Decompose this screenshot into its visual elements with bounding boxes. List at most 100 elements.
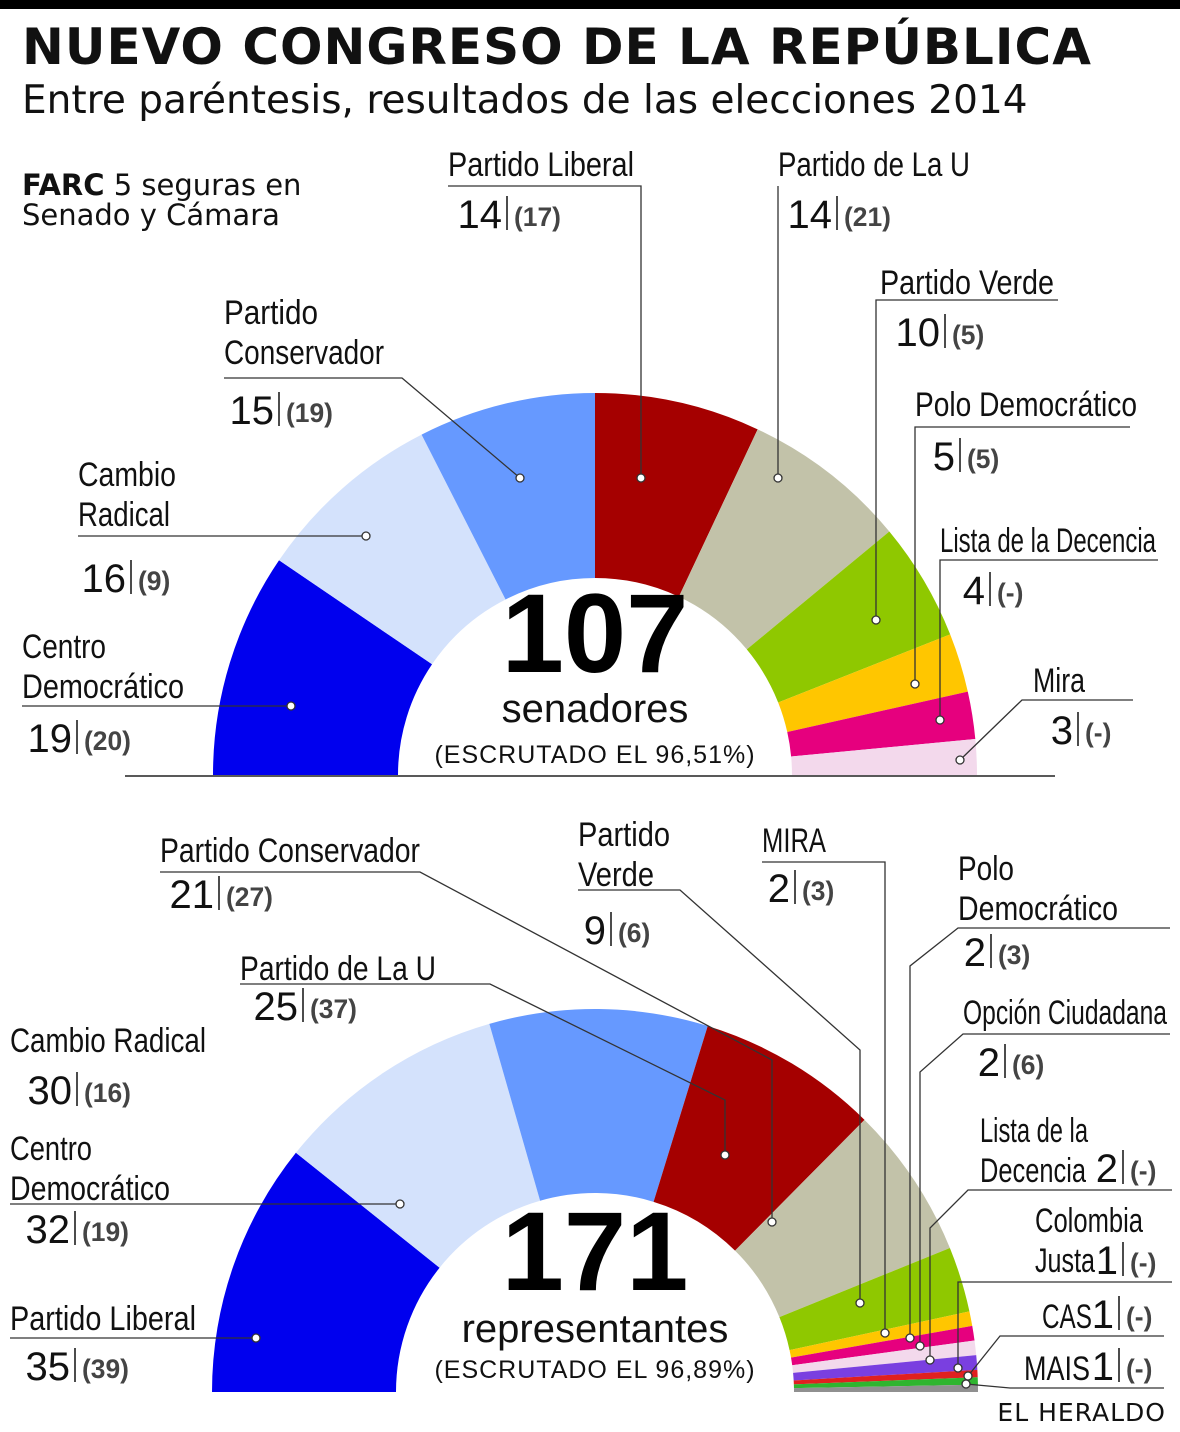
house-previous-partido-de-la-u: (37) bbox=[310, 994, 357, 1024]
senate-label-partido-verde: Partido Verde 10 (5) bbox=[871, 264, 1058, 625]
senate-name-centro-democratico: Democrático bbox=[22, 668, 184, 706]
house-previous-lista-de-la-decencia: (-) bbox=[1130, 1156, 1156, 1186]
house-leader-lista-de-la-decencia bbox=[929, 1189, 1172, 1360]
senate-value-cambio-radical: 16 bbox=[82, 557, 127, 601]
senate-previous-mira: (-) bbox=[1085, 718, 1111, 748]
house-slice-partido-conservador bbox=[735, 1119, 950, 1318]
senate-slice-cambio-radical bbox=[279, 434, 506, 665]
house-value-cas: 1 bbox=[1092, 1293, 1114, 1337]
house-name-colombia-justa: Justa bbox=[1035, 1242, 1095, 1280]
house-dot-centro-democratico bbox=[395, 1199, 405, 1209]
senate-value-mira: 3 bbox=[1051, 709, 1073, 753]
house-value-colombia-justa: 1 bbox=[1096, 1239, 1118, 1283]
senate-dot-polo-democratico bbox=[910, 679, 920, 689]
senate-label-lista-de-la-decencia: Lista de la Decencia 4 (-) bbox=[935, 522, 1158, 725]
house-leader-partido-de-la-u bbox=[240, 983, 726, 1155]
house-dot-polo-democratico bbox=[905, 1333, 915, 1343]
farc-note-text: 5 seguras en Senado y Cámara bbox=[22, 168, 302, 232]
house-label-partido-de-la-u: Partido de La U25 (37) bbox=[240, 950, 730, 1160]
senate-slice-partido-conservador bbox=[421, 393, 595, 600]
house-previous-polo-democratico: (3) bbox=[998, 940, 1030, 970]
senate-previous-polo-democratico: (5) bbox=[967, 444, 999, 474]
house-value-polo-democratico: 2 bbox=[964, 931, 986, 975]
house-label-mais: MAIS 1 (-) bbox=[961, 1345, 1164, 1389]
house-label-mira: MIRA 2 (3) bbox=[762, 822, 890, 1338]
senate-total: 107 bbox=[502, 571, 689, 696]
house-slice-centro-democratico bbox=[295, 1023, 541, 1268]
senate-name-partido-conservador: Partido bbox=[224, 294, 318, 332]
senate-scrutiny: (ESCRUTADO EL 96,51%) bbox=[434, 741, 755, 769]
house-previous-colombia-justa: (-) bbox=[1130, 1248, 1156, 1278]
senate-slice-partido-de-la-u bbox=[678, 429, 890, 650]
senate-previous-cambio-radical: (9) bbox=[138, 566, 170, 596]
senate-name-cambio-radical: Radical bbox=[78, 496, 170, 534]
farc-note: FARC 5 seguras en Senado y Cámara bbox=[22, 170, 322, 230]
senate-slice-partido-verde bbox=[746, 531, 951, 703]
senate-dot-partido-liberal bbox=[636, 473, 646, 483]
page-subtitle: Entre paréntesis, resultados de las elec… bbox=[22, 78, 1028, 123]
senate-name-partido-de-la-u: Partido de La U bbox=[778, 146, 970, 184]
house-previous-centro-democratico: (19) bbox=[82, 1217, 129, 1247]
house-name-colombia-justa: Colombia bbox=[1035, 1202, 1143, 1240]
house-leader-mais bbox=[965, 1383, 1164, 1389]
senate-value-centro-democratico: 19 bbox=[28, 717, 73, 761]
house-dot-cas bbox=[963, 1371, 973, 1381]
house-value-partido-conservador: 21 bbox=[170, 873, 215, 917]
house-dot-lista-de-la-decencia bbox=[925, 1355, 935, 1365]
house-slice-partido-liberal bbox=[212, 1152, 440, 1392]
page-title: NUEVO CONGRESO DE LA REPÚBLICA bbox=[22, 18, 1092, 76]
house-slice-cas bbox=[793, 1377, 978, 1389]
house-total: 171 bbox=[502, 1189, 689, 1314]
source-credit: EL HERALDO bbox=[997, 1398, 1166, 1427]
senate-slice-mira bbox=[791, 739, 977, 775]
house-leader-partido-conservador bbox=[160, 871, 773, 1222]
house-leader-mira bbox=[762, 861, 886, 1333]
senate-dot-mira bbox=[955, 755, 965, 765]
senate-previous-partido-conservador: (19) bbox=[286, 398, 333, 428]
senate-leader-partido-conservador bbox=[224, 377, 521, 479]
house-name-centro-democratico: Centro bbox=[10, 1130, 92, 1168]
senate-dot-cambio-radical bbox=[361, 531, 371, 541]
senate-slice-lista-de-la-decencia bbox=[787, 691, 976, 757]
house-previous-partido-verde: (6) bbox=[618, 918, 650, 948]
house-previous-partido-liberal: (39) bbox=[82, 1354, 129, 1384]
house-slice-partido-verde bbox=[779, 1247, 970, 1351]
house-value-opcion-ciudadana: 2 bbox=[978, 1041, 1000, 1085]
senate-leader-lista-de-la-decencia bbox=[939, 559, 1158, 720]
senate-name-partido-liberal: Partido Liberal bbox=[448, 146, 634, 184]
senate-previous-partido-liberal: (17) bbox=[514, 202, 561, 232]
senate-label-mira: Mira 3 (-) bbox=[955, 662, 1133, 765]
senate-dot-centro-democratico bbox=[286, 701, 296, 711]
house-leader-opcion-ciudadana bbox=[919, 1033, 1170, 1346]
house-slice-polo-democratico bbox=[791, 1325, 975, 1366]
senate-dot-lista-de-la-decencia bbox=[935, 715, 945, 725]
house-name-opcion-ciudadana: Opción Ciudadana bbox=[963, 994, 1167, 1032]
house-dot-partido-de-la-u bbox=[720, 1150, 730, 1160]
senate-label-partido-de-la-u: Partido de La U 14 (21) bbox=[773, 146, 970, 483]
house-value-partido-liberal: 35 bbox=[26, 1345, 71, 1389]
house-scrutiny: (ESCRUTADO EL 96,89%) bbox=[434, 1356, 755, 1384]
house-previous-mira: (3) bbox=[802, 876, 834, 906]
senate-dot-partido-conservador bbox=[515, 473, 525, 483]
house-name-partido-verde: Verde bbox=[578, 856, 654, 894]
senate-value-partido-conservador: 15 bbox=[230, 389, 275, 433]
house-name-polo-democratico: Democrático bbox=[958, 890, 1118, 928]
house-previous-cas: (-) bbox=[1126, 1302, 1152, 1332]
senate-previous-partido-verde: (5) bbox=[952, 320, 984, 350]
house-dot-partido-verde bbox=[855, 1298, 865, 1308]
senate-value-polo-democratico: 5 bbox=[933, 435, 955, 479]
senate-leader-partido-liberal bbox=[448, 185, 642, 478]
senate-slice-polo-democratico bbox=[778, 634, 968, 733]
house-slice-partido-de-la-u bbox=[653, 1025, 865, 1251]
senate-label-partido-liberal: Partido Liberal 14 (17) bbox=[448, 146, 646, 483]
senate-dot-partido-de-la-u bbox=[773, 473, 783, 483]
senate-name-lista-de-la-decencia: Lista de la Decencia bbox=[940, 522, 1156, 560]
senate-slice-centro-democratico bbox=[213, 560, 433, 775]
house-dot-partido-liberal bbox=[251, 1333, 261, 1343]
